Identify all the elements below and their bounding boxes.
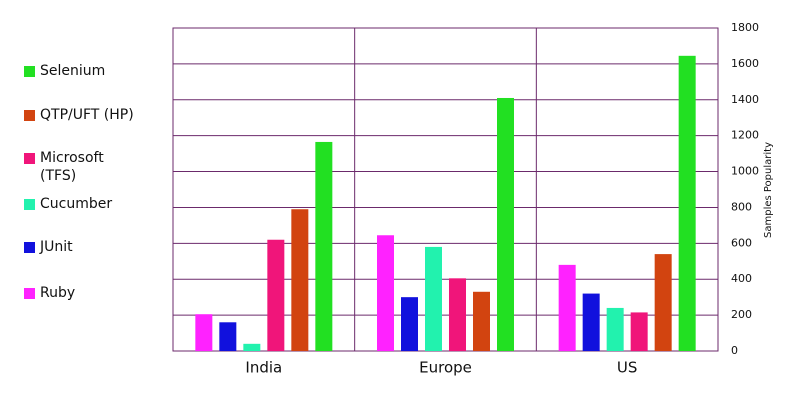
bar [449, 278, 466, 351]
y-tick-label: 0 [731, 344, 738, 357]
y-axis-label: Samples Popularity [763, 142, 774, 238]
legend-swatch [24, 199, 35, 210]
bar [473, 291, 490, 351]
bar [195, 314, 213, 351]
legend-label: Selenium [40, 63, 106, 79]
bar [606, 307, 624, 351]
legend-item: QTP/UFT (HP) [24, 106, 174, 124]
bar [582, 293, 600, 351]
bar [630, 312, 648, 351]
legend-label: Ruby [40, 285, 76, 301]
legend-item: Selenium [24, 62, 174, 80]
x-tick-label: Europe [419, 359, 472, 377]
legend-label: JUnit [40, 239, 73, 255]
bar [315, 141, 333, 351]
bar [425, 246, 442, 351]
y-tick-label: 1800 [731, 21, 759, 34]
bar [678, 55, 696, 351]
bar [497, 97, 514, 351]
y-tick-label: 1000 [731, 165, 759, 178]
legend-item: Microsoft (TFS) [24, 149, 174, 185]
bar [377, 235, 394, 351]
bar [219, 322, 237, 351]
y-tick-label: 1200 [731, 129, 759, 142]
y-tick-label: 200 [731, 308, 752, 321]
x-tick-label: India [245, 359, 282, 377]
legend-label: QTP/UFT (HP) [40, 107, 134, 123]
legend-item: JUnit [24, 238, 174, 256]
y-tick-label: 400 [731, 272, 752, 285]
bar [243, 343, 261, 351]
x-tick-label: US [617, 359, 638, 377]
y-tick-label: 800 [731, 200, 752, 213]
y-tick-label: 600 [731, 236, 752, 249]
legend-swatch [24, 242, 35, 253]
plot-border [172, 27, 719, 352]
legend-swatch [24, 288, 35, 299]
bar [267, 239, 285, 351]
y-tick-label: 1600 [731, 57, 759, 70]
legend-label: Cucumber [40, 196, 113, 212]
bar [401, 297, 418, 351]
legend-item: Ruby [24, 284, 174, 302]
bar [558, 264, 576, 351]
legend-item: Cucumber [24, 195, 174, 213]
y-tick-label: 1400 [731, 93, 759, 106]
bar [654, 254, 672, 351]
legend-swatch [24, 66, 35, 77]
bar [291, 209, 309, 351]
legend-label: Microsoft (TFS) [40, 150, 104, 184]
legend-swatch [24, 110, 35, 121]
legend-swatch [24, 153, 35, 164]
